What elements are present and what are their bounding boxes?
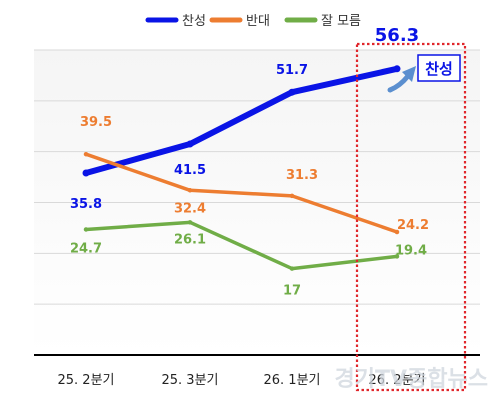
data-point xyxy=(393,65,401,73)
callout-arrow xyxy=(387,73,411,93)
data-point xyxy=(187,220,193,225)
series-layer: 35.8 41.5 51.7 56.3 39.5 32.4 31.3 24.2 24.7 26.1… xyxy=(70,25,429,299)
data-label: 31.3 xyxy=(286,168,318,183)
data-point xyxy=(289,193,295,199)
series-line xyxy=(83,65,400,177)
data-label: 24.2 xyxy=(397,218,429,233)
data-point xyxy=(289,266,295,271)
legend-label: 찬성 xyxy=(182,14,206,29)
data-label: 19.4 xyxy=(395,243,427,258)
legend: 찬성 반대 잘 모름 xyxy=(145,14,361,29)
data-point xyxy=(83,151,89,157)
x-tick-label: 26. 1분기 xyxy=(264,373,321,388)
data-label: 56.3 xyxy=(375,25,419,46)
highlight-box xyxy=(355,42,467,392)
x-tick-label: 26. 2분기 xyxy=(369,373,426,388)
callout-arrow-head xyxy=(402,66,416,82)
data-label: 51.7 xyxy=(276,63,308,78)
data-point xyxy=(394,254,400,259)
series-line xyxy=(84,152,399,234)
data-label: 26.1 xyxy=(174,232,206,247)
data-label: 41.5 xyxy=(174,163,206,178)
data-point xyxy=(288,88,296,96)
data-label: 35.8 xyxy=(70,197,102,212)
x-tick-labels: 25. 2분기 25. 3분기 26. 1분기 26. 2분기 xyxy=(58,373,426,388)
x-tick-label: 25. 2분기 xyxy=(58,373,115,388)
callout-box xyxy=(417,54,461,82)
series-line xyxy=(84,220,399,271)
legend-label: 잘 모름 xyxy=(321,14,361,29)
data-point xyxy=(186,140,194,148)
data-point xyxy=(187,188,193,193)
data-label: 39.5 xyxy=(80,115,112,130)
legend-label: 반대 xyxy=(246,14,270,29)
watermark: 경기TV종합뉴스 xyxy=(335,366,488,392)
data-label: 32.4 xyxy=(174,201,206,216)
x-tick-label: 25. 3분기 xyxy=(162,373,219,388)
data-point xyxy=(82,169,90,177)
callout-label: 찬성 xyxy=(425,60,453,78)
data-label: 24.7 xyxy=(70,241,102,256)
data-point xyxy=(394,229,400,235)
data-point xyxy=(83,227,89,232)
data-label: 17 xyxy=(283,284,301,299)
